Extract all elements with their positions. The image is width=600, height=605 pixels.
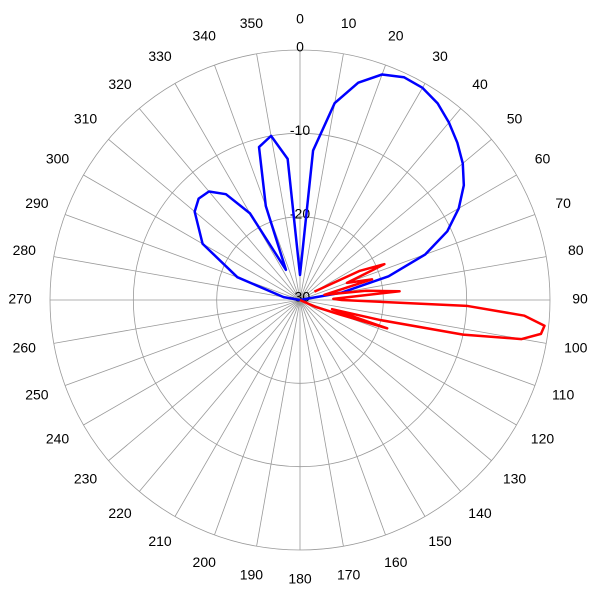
pattern-line xyxy=(193,73,466,302)
grid-spoke xyxy=(214,64,301,301)
grid-spoke xyxy=(138,108,301,301)
angle-label: 60 xyxy=(535,151,551,167)
grid-spoke xyxy=(299,53,344,301)
angle-label: 110 xyxy=(552,386,575,402)
angle-label: 290 xyxy=(25,195,49,211)
grid-circle xyxy=(216,216,384,384)
angle-label: 130 xyxy=(503,471,527,487)
grid-spoke xyxy=(256,299,301,547)
angle-label: 90 xyxy=(572,291,588,307)
grid-spoke xyxy=(299,64,386,301)
grid-spoke xyxy=(108,138,301,301)
grid-spoke xyxy=(83,299,301,426)
grid-spoke xyxy=(299,299,492,462)
grid-spoke xyxy=(64,299,301,386)
angle-label: 30 xyxy=(432,48,448,64)
angle-label: 80 xyxy=(568,242,584,258)
angle-label: 320 xyxy=(108,76,132,92)
grid-circle xyxy=(132,132,468,468)
grid-spoke xyxy=(299,299,386,536)
angle-label: 270 xyxy=(8,291,32,307)
grid-spoke xyxy=(299,174,517,301)
angle-label: 310 xyxy=(74,111,98,127)
angle-label: 180 xyxy=(288,571,312,587)
grid-spoke xyxy=(138,299,301,492)
grid-spoke xyxy=(64,214,301,301)
angle-label: 280 xyxy=(13,242,37,258)
angle-label: 150 xyxy=(428,533,452,549)
angle-label: 260 xyxy=(13,339,37,355)
grid-spoke xyxy=(174,83,301,301)
grid-spoke xyxy=(299,83,426,301)
grid-spoke xyxy=(256,53,301,301)
grid-spoke xyxy=(214,299,301,536)
angle-label: 100 xyxy=(564,339,588,355)
angle-label: 350 xyxy=(240,15,264,31)
angle-label: 160 xyxy=(384,554,408,570)
grid-spoke xyxy=(53,256,301,301)
angle-label: 210 xyxy=(148,533,172,549)
grid-spoke xyxy=(174,299,301,517)
grid-spoke xyxy=(299,299,462,492)
radius-label: -30 xyxy=(290,289,310,305)
grid-spoke xyxy=(83,174,301,301)
grid-spoke xyxy=(299,108,462,301)
grid-spoke xyxy=(299,299,547,344)
radius-label: -10 xyxy=(290,122,310,138)
angle-label: 220 xyxy=(108,505,132,521)
angle-label: 0 xyxy=(296,11,304,27)
angle-label: 250 xyxy=(25,386,49,402)
angle-label: 50 xyxy=(507,111,523,127)
angle-label: 230 xyxy=(74,471,98,487)
angle-label: 340 xyxy=(193,28,217,44)
angle-label: 240 xyxy=(46,431,70,447)
grid-spoke xyxy=(299,299,517,426)
angle-label: 40 xyxy=(472,76,488,92)
angle-label: 20 xyxy=(388,28,404,44)
pattern-line xyxy=(299,262,546,341)
angle-label: 10 xyxy=(341,15,357,31)
grid-spoke xyxy=(299,299,426,517)
angle-label: 300 xyxy=(46,151,70,167)
radius-label: 0 xyxy=(296,39,304,55)
angle-label: 120 xyxy=(531,431,555,447)
grid-spoke xyxy=(299,299,344,547)
grid-spoke xyxy=(299,138,492,301)
grid-circle xyxy=(49,49,551,551)
grid-spoke xyxy=(299,214,536,301)
angle-label: 190 xyxy=(240,566,264,582)
angle-label: 170 xyxy=(337,566,361,582)
grid-spoke xyxy=(53,299,301,344)
angle-label: 140 xyxy=(468,505,492,521)
angle-label: 200 xyxy=(193,554,217,570)
angle-label: 330 xyxy=(148,48,172,64)
grid-spoke xyxy=(108,299,301,462)
angle-label: 70 xyxy=(555,195,571,211)
